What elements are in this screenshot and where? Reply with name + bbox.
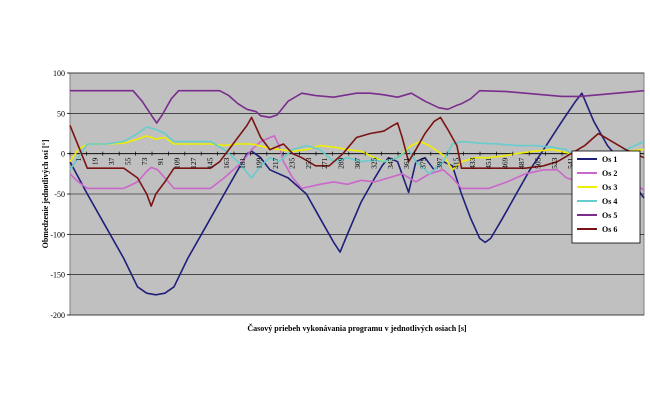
x-tick-label: 415	[451, 157, 460, 169]
x-tick-label: 541	[566, 157, 575, 169]
x-tick-label: 19	[91, 157, 100, 165]
x-tick-label: 1	[74, 157, 83, 161]
legend-box	[571, 150, 641, 244]
legend-label: Os 2	[602, 169, 617, 178]
series-lines	[69, 89, 645, 296]
legend-label: Os 5	[602, 211, 617, 220]
x-tick-label: 127	[189, 157, 198, 169]
y-tick-label: 0	[61, 150, 65, 159]
y-tick-label: 100	[53, 69, 65, 78]
series-line-os-1	[69, 92, 645, 296]
series-line-os-2	[69, 135, 645, 191]
legend-label: Os 1	[602, 155, 617, 164]
y-tick-label: -200	[50, 311, 65, 320]
legend-label: Os 6	[602, 225, 617, 234]
x-tick-label: 145	[205, 157, 214, 169]
x-tick-label: 307	[353, 157, 362, 169]
x-tick-label: 37	[107, 157, 116, 165]
y-tick-label: -150	[50, 271, 65, 280]
x-tick-label: 181	[238, 157, 247, 169]
x-tick-label: 253	[304, 157, 313, 169]
series-line-os-3	[69, 135, 645, 171]
x-tick-label: 91	[156, 157, 165, 165]
x-tick-label: 163	[222, 157, 231, 169]
x-tick-label: 199	[255, 157, 264, 169]
legend-label: Os 3	[602, 183, 617, 192]
series-line-os-6	[69, 116, 645, 207]
x-tick-label: 433	[468, 157, 477, 169]
y-tick-label: -50	[54, 190, 65, 199]
series-line-os-4	[69, 126, 645, 179]
x-axis-title: Časový priebeh vykonávania programu v je…	[247, 323, 467, 333]
x-tick-label: 469	[501, 157, 510, 169]
x-tick-label: 487	[517, 157, 526, 169]
series-line-os-5	[70, 89, 645, 124]
x-tick-label: 397	[435, 157, 444, 169]
legend-label: Os 4	[602, 197, 617, 206]
grid-lines	[70, 72, 644, 316]
x-tick-label: 217	[271, 157, 280, 169]
x-tick-label: 505	[533, 157, 542, 169]
x-tick-label: 55	[123, 157, 132, 165]
y-axis-ticks: 100 50 0 -50 -100 -150 -200	[50, 69, 70, 320]
x-tick-label: 325	[369, 157, 378, 169]
y-tick-label: 50	[57, 109, 65, 118]
x-tick-label: 379	[419, 157, 428, 169]
y-tick-label: -100	[50, 230, 65, 239]
x-axis-ticks: 1 19 37 55 73 91 109 127 145 163 181 199 217 235 253 27…	[69, 151, 641, 169]
y-axis-title: Obmedzenie jednotlivých osí [°]	[41, 139, 50, 248]
x-tick-label: 523	[550, 157, 559, 169]
legend: Os 1 Os 2 Os 3 Os 4 Os 5 Os 6	[571, 150, 641, 244]
x-tick-label: 73	[140, 157, 149, 165]
x-tick-label: 343	[386, 157, 395, 169]
x-tick-label: 289	[337, 157, 346, 169]
x-tick-label: 235	[287, 157, 296, 169]
x-tick-label: 271	[320, 157, 329, 169]
x-tick-label: 361	[402, 157, 411, 169]
x-tick-label: 109	[173, 157, 182, 169]
x-tick-label: 451	[484, 157, 493, 169]
